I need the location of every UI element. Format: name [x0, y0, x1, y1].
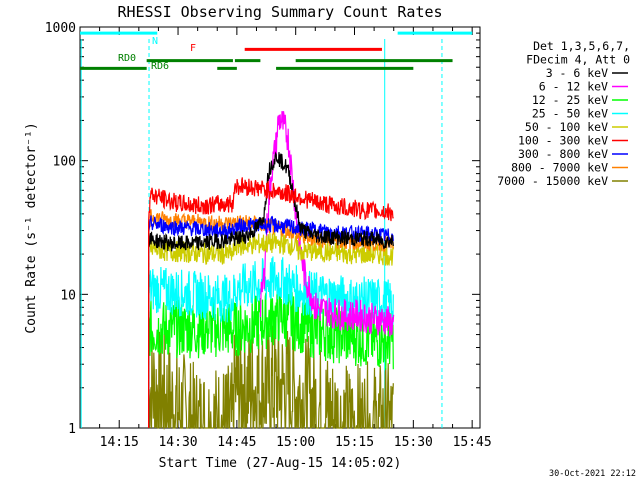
x-tick-label: 14:45 [217, 435, 256, 450]
legend-entry-label: 100 - 300 keV [518, 134, 608, 148]
y-tick-label: 1 [68, 422, 76, 437]
plot-area: 1 10 100 1000 14:15 14:30 14:45 15:00 15:15 15:30… [45, 21, 492, 450]
series-line-3-to-6kev [148, 151, 394, 428]
x-tick-label: 14:15 [100, 435, 139, 450]
series-line-7000-to-15000kev [148, 322, 394, 431]
y-axis-label: Count Rate (s⁻¹ detector⁻¹) [24, 122, 39, 333]
n-flag-label: N [152, 36, 158, 47]
plot-frame [79, 26, 481, 429]
legend-entry-label: 3 - 6 keV [546, 66, 608, 80]
series-line-100-to-300kev [148, 177, 394, 428]
series-line-12-to-25kev [148, 289, 394, 428]
x-tick-label: 15:45 [453, 435, 492, 450]
legend-entry-label: 7000 - 15000 keV [497, 174, 608, 188]
y-tick-label: 100 [53, 155, 76, 170]
legend-entry-label: 12 - 25 keV [532, 93, 608, 107]
legend-header-line: FDecim 4, Att 0 [526, 53, 630, 67]
legend-entry-label: 300 - 800 keV [518, 147, 608, 161]
y-tick-label: 10 [60, 288, 76, 303]
legend-entry-label: 50 - 100 keV [525, 120, 608, 134]
x-tick-label: 15:30 [394, 435, 433, 450]
x-tick-label: 15:00 [276, 435, 315, 450]
series-line-50-to-100kev [148, 231, 394, 428]
x-tick-label: 14:30 [158, 435, 197, 450]
x-axis-label: Start Time (27-Aug-15 14:05:02) [159, 456, 402, 471]
rd0-flag-label: RD0 [118, 53, 136, 64]
legend-entry-label: 800 - 7000 keV [511, 161, 608, 175]
legend: Det 1,3,5,6,7,FDecim 4, Att 03 - 6 keV6 … [497, 39, 630, 188]
y-tick-label: 1000 [45, 21, 76, 36]
rd6-flag-label: RD6 [151, 61, 169, 72]
chart-title: RHESSI Observing Summary Count Rates [117, 3, 442, 21]
x-tick-label: 15:15 [335, 435, 374, 450]
legend-entry-label: 25 - 50 keV [532, 107, 608, 121]
legend-header-line: Det 1,3,5,6,7, [533, 39, 630, 53]
generation-timestamp: 30-Oct-2021 22:12 [549, 469, 636, 479]
series-line-6-to-12kev [259, 110, 395, 337]
f-flag-label: F [190, 43, 196, 54]
legend-entry-label: 6 - 12 keV [539, 80, 608, 94]
